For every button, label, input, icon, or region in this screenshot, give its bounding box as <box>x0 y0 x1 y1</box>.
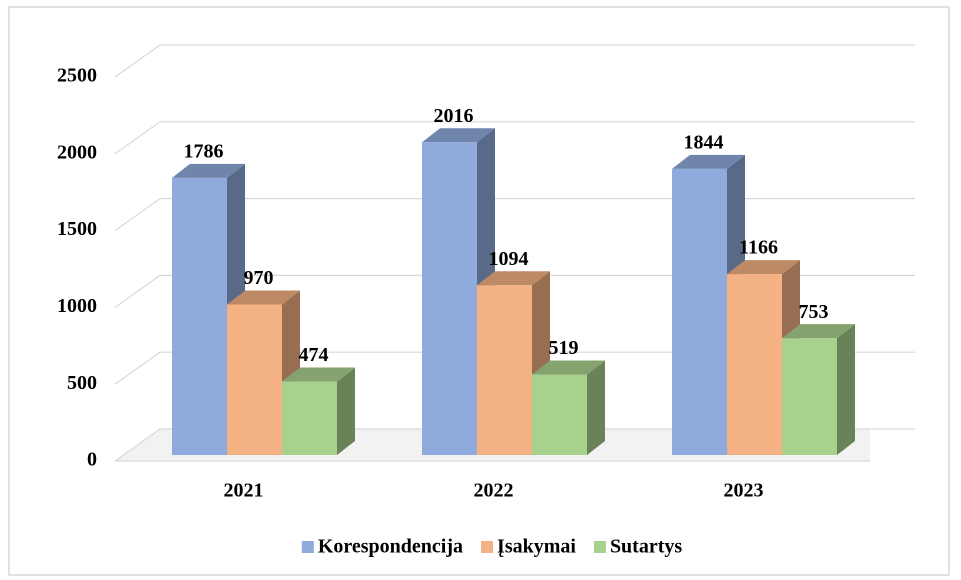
bar <box>727 274 782 455</box>
grid-line <box>114 198 915 232</box>
legend-swatch <box>301 541 314 553</box>
bar <box>227 304 282 455</box>
bar-top <box>727 260 800 275</box>
data-label: 474 <box>299 344 329 366</box>
bar <box>532 374 587 455</box>
bar-top <box>477 271 550 286</box>
data-label: 1166 <box>739 237 778 259</box>
legend-label: Korespondencija <box>318 536 463 558</box>
x-tick-label: 2021 <box>224 480 264 502</box>
data-label: 1094 <box>489 248 529 270</box>
grid-line <box>114 428 915 462</box>
data-label: 753 <box>799 301 829 323</box>
y-tick-label: 0 <box>87 449 97 471</box>
bar-top <box>672 154 745 169</box>
y-tick-label: 2500 <box>57 65 97 87</box>
legend-label: Įsakymai <box>497 536 576 558</box>
grid-line <box>114 44 915 78</box>
bar-top <box>282 367 355 382</box>
y-tick-label: 1500 <box>57 218 97 240</box>
data-label: 519 <box>549 337 579 359</box>
grid-line <box>114 351 915 385</box>
bar <box>477 285 532 455</box>
legend-swatch <box>593 541 606 553</box>
bar-side <box>837 324 855 455</box>
bar <box>782 338 837 455</box>
y-tick-label: 2000 <box>57 141 97 163</box>
legend-label: Sutartys <box>610 536 682 558</box>
legend-swatch <box>481 541 494 553</box>
data-label: 2016 <box>434 105 474 127</box>
bar-top <box>782 324 855 339</box>
data-label: 1786 <box>184 141 224 163</box>
y-tick-label: 1000 <box>57 295 97 317</box>
bar-side <box>337 367 355 455</box>
bar-top <box>532 360 605 375</box>
data-label: 1844 <box>684 132 724 154</box>
grid-line <box>114 121 915 155</box>
bar <box>172 177 227 455</box>
bar-top <box>172 163 245 178</box>
bar-top <box>227 290 300 305</box>
bar <box>422 142 477 455</box>
bar <box>282 381 337 455</box>
grid-line <box>114 274 915 308</box>
x-tick-label: 2022 <box>474 480 514 502</box>
y-tick-label: 500 <box>67 372 97 394</box>
x-tick-label: 2023 <box>724 480 764 502</box>
bar <box>672 168 727 456</box>
bar-side <box>587 360 605 455</box>
data-label: 970 <box>244 267 274 289</box>
bar-top <box>422 128 495 143</box>
